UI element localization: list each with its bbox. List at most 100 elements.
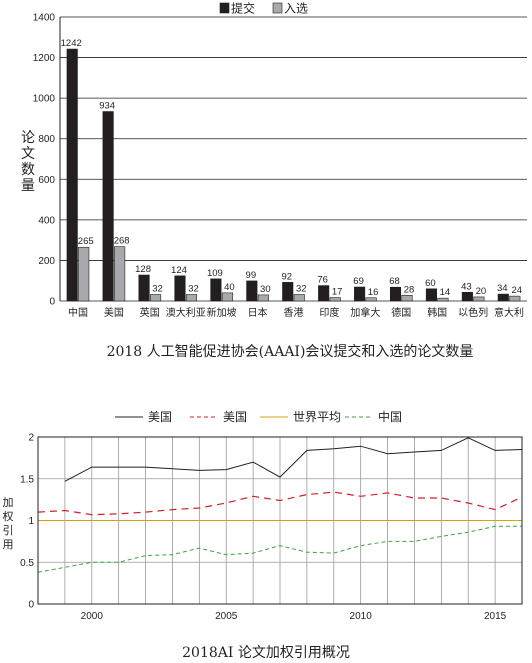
- bar-y-tick-label: 1400: [33, 13, 56, 24]
- bar-submitted: [318, 285, 330, 302]
- line-y-tick-label: 1: [28, 516, 34, 527]
- bar-submitted: [138, 274, 150, 302]
- bar-category-label: 中国: [68, 306, 88, 319]
- bar-category-label: 美国: [104, 306, 124, 319]
- y-title-char: 论: [21, 130, 35, 146]
- line-chart-axes: 0 0.5 1 1.5 2 2000 2005 2010 2015: [20, 433, 523, 622]
- bar-value-label: 109: [207, 268, 223, 279]
- bar-submitted: [66, 48, 78, 302]
- bar-category-label: 意大利: [494, 306, 524, 319]
- bar-submitted: [282, 282, 294, 302]
- bar-value-label: 34: [497, 283, 508, 294]
- line-chart-title: 2018AI 论文加权引用概况: [182, 645, 350, 661]
- bar-y-tick-label: 1200: [33, 53, 56, 64]
- line-chart-legend: 美国 美国 世界平均 中国: [115, 409, 402, 424]
- y-title-char: 加: [3, 496, 14, 509]
- line-chart-y-axis-title: 加权引用: [3, 496, 14, 551]
- line-x-tick-label: 2000: [81, 611, 104, 622]
- bar-value-label: 17: [332, 287, 343, 298]
- bar-accepted: [185, 294, 198, 302]
- bar-value-label: 1242: [61, 38, 82, 49]
- bar-accepted: [257, 294, 269, 302]
- bar-value-label: 76: [317, 275, 328, 286]
- bar-y-tick-label: 200: [38, 256, 55, 267]
- y-title-char: 数: [21, 162, 35, 178]
- bar-value-label: 265: [78, 236, 94, 247]
- bar-accepted: [473, 296, 485, 302]
- bar-value-label: 128: [135, 264, 151, 275]
- bar-chart-y-axis-title: 论文数量: [21, 130, 35, 194]
- line-y-tick-label: 0: [28, 600, 34, 611]
- bar-submitted: [246, 280, 258, 302]
- bar-submitted: [425, 288, 437, 302]
- bar-category-label: 韩国: [427, 306, 447, 319]
- bar-chart-gridlines: [60, 16, 527, 302]
- bar-value-label: 14: [440, 287, 451, 298]
- y-title-char: 引: [3, 523, 14, 537]
- legend-swatch-submitted: [219, 2, 230, 14]
- bar-accepted: [437, 297, 449, 302]
- bar-chart-bars: 1242265934268128321243210940993092327617…: [61, 38, 522, 302]
- bar-value-label: 99: [246, 270, 257, 281]
- bar-category-label: 以色列: [458, 306, 488, 319]
- bar-accepted: [293, 294, 305, 302]
- bar-value-label: 268: [114, 236, 130, 247]
- bar-y-tick-label: 400: [38, 215, 55, 226]
- bar-category-label: 加拿大: [350, 306, 380, 319]
- line-x-tick-label: 2010: [350, 611, 373, 622]
- line-x-tick-label: 2005: [215, 611, 238, 622]
- bar-value-label: 28: [404, 284, 415, 295]
- line-plot-frame: [37, 436, 523, 605]
- y-title-char: 权: [3, 510, 14, 523]
- legend-label: 世界平均: [293, 410, 341, 424]
- legend-label: 中国: [378, 409, 402, 424]
- bar-value-label: 24: [511, 285, 522, 296]
- bar-value-label: 69: [353, 276, 364, 287]
- bar-value-label: 32: [188, 284, 199, 295]
- bar-value-label: 92: [281, 271, 292, 282]
- line-x-tick-label: 2015: [484, 611, 507, 622]
- bar-chart-title: 2018 人工智能促进协会(AAAI)会议提交和入选的论文数量: [107, 343, 474, 360]
- y-title-char: 文: [21, 146, 35, 162]
- bar-accepted: [150, 294, 162, 302]
- bar-value-label: 124: [171, 265, 187, 276]
- bar-category-label: 德国: [391, 306, 411, 319]
- line-y-tick-label: 1.5: [20, 474, 34, 485]
- bar-accepted: [221, 292, 233, 302]
- series-line-0: [64, 437, 523, 482]
- bar-y-tick-label: 600: [38, 175, 55, 186]
- legend-label: 提交: [231, 1, 255, 16]
- bar-y-tick-label: 1000: [33, 94, 56, 105]
- bar-y-tick-label: 0: [49, 297, 55, 308]
- bar-value-label: 32: [296, 284, 307, 295]
- bar-accepted: [114, 246, 126, 302]
- bar-category-label: 新加坡: [207, 306, 237, 319]
- bar-value-label: 43: [461, 281, 472, 292]
- bar-submitted: [210, 278, 222, 302]
- bar-category-label: 香港: [284, 307, 304, 319]
- bar-accepted: [509, 295, 521, 302]
- bar-submitted: [389, 286, 402, 302]
- bar-category-label: 澳大利亚: [166, 306, 206, 319]
- bar-submitted: [461, 291, 473, 302]
- bar-y-tick-label: 800: [38, 134, 55, 145]
- legend-label: 美国: [223, 410, 247, 424]
- bar-accepted: [329, 297, 341, 302]
- bar-accepted: [365, 297, 377, 302]
- bar-value-label: 30: [260, 284, 271, 295]
- bar-submitted: [102, 111, 114, 302]
- bar-category-label: 英国: [140, 306, 160, 319]
- line-chart-series: [37, 437, 523, 573]
- legend-label: 美国: [148, 410, 172, 424]
- bar-accepted: [401, 295, 413, 302]
- bar-chart-legend: 提交 入选: [219, 1, 308, 16]
- y-title-char: 量: [21, 178, 35, 194]
- bar-value-label: 60: [425, 278, 436, 289]
- bar-value-label: 32: [152, 284, 163, 295]
- bar-category-label: 印度: [319, 306, 339, 319]
- bar-value-label: 20: [476, 286, 487, 297]
- bar-submitted: [354, 286, 366, 302]
- bar-submitted: [497, 293, 509, 302]
- citation-line-chart: 0 0.5 1 1.5 2 2000 2005 2010 2015 美国 美国 世界平均 中国 加权引…: [3, 409, 523, 661]
- bar-value-label: 16: [368, 287, 379, 298]
